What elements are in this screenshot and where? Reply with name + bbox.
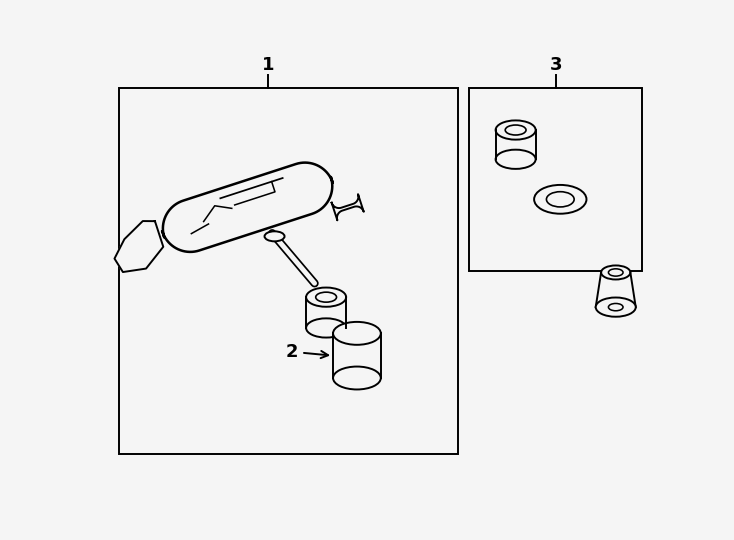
Ellipse shape (495, 120, 536, 140)
Polygon shape (495, 130, 536, 159)
Bar (119, 87, 458, 454)
Ellipse shape (596, 298, 636, 317)
Polygon shape (115, 221, 163, 272)
Ellipse shape (333, 322, 381, 345)
Ellipse shape (601, 266, 631, 280)
Text: 2: 2 (286, 343, 328, 361)
Text: 1: 1 (262, 56, 275, 74)
Bar (470, 87, 642, 271)
Ellipse shape (495, 150, 536, 169)
Polygon shape (162, 163, 333, 252)
Ellipse shape (333, 367, 381, 389)
Text: 3: 3 (549, 56, 562, 74)
Ellipse shape (534, 185, 586, 214)
Ellipse shape (264, 231, 285, 241)
Polygon shape (333, 333, 381, 378)
Polygon shape (596, 273, 636, 307)
Ellipse shape (306, 319, 346, 338)
Polygon shape (306, 297, 346, 328)
Polygon shape (332, 194, 364, 220)
Ellipse shape (306, 287, 346, 307)
Ellipse shape (546, 192, 574, 207)
